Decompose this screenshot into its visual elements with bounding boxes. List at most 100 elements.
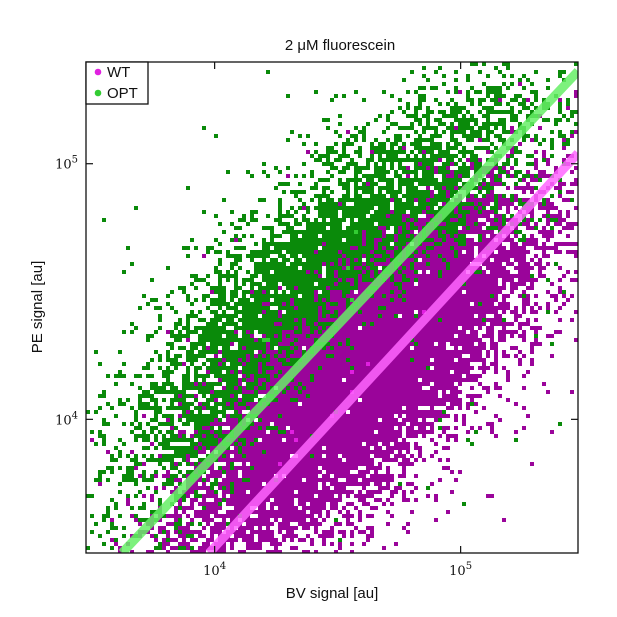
density-cell-opt [322,194,326,198]
density-cell-opt [434,98,438,102]
density-cell-opt [450,134,454,138]
density-cell-opt [382,206,386,210]
density-cell-opt [154,298,158,302]
density-cell-opt [402,126,406,130]
density-cell-opt [302,310,306,314]
density-cell-opt [442,114,446,118]
density-cell-opt [438,206,442,210]
density-cell-opt [170,454,174,458]
density-cell-opt [186,406,190,410]
density-cell-wt [382,334,386,338]
density-cell-opt [486,182,490,186]
density-cell-wt [174,530,178,534]
density-cell-opt [250,358,254,362]
density-cell-opt [110,522,114,526]
density-cell-opt [322,178,326,182]
density-cell-opt [198,446,202,450]
density-cell-opt [398,162,402,166]
density-cell-opt [346,154,350,158]
density-cell-opt [174,454,178,458]
density-cell-opt [130,382,134,386]
density-cell-opt [294,246,298,250]
density-cell-wt [314,530,318,534]
density-cell-opt [266,314,270,318]
density-cell-opt [234,246,238,250]
density-cell-opt [450,178,454,182]
density-cell-opt [426,238,430,242]
density-cell-opt [458,234,462,238]
density-cell-wt [250,426,254,430]
density-cell-opt [414,278,418,282]
density-cell-opt [426,126,430,130]
density-cell-opt [190,414,194,418]
density-cell-opt [306,238,310,242]
density-cell-opt [410,186,414,190]
density-cell-opt [242,398,246,402]
density-cell-opt [310,222,314,226]
density-cell-wt [242,414,246,418]
density-cell-opt [458,218,462,222]
density-cell-opt [214,322,218,326]
density-cell-opt [158,442,162,446]
density-cell-opt [414,106,418,110]
density-cell-opt [498,134,502,138]
density-cell-wt [426,322,430,326]
density-cell-opt [210,414,214,418]
density-cell-opt [382,170,386,174]
density-cell-opt [414,214,418,218]
density-cell-opt [322,290,326,294]
density-cell-opt [226,374,230,378]
density-cell-opt [454,238,458,242]
density-cell-opt [210,482,214,486]
density-cell-opt [262,258,266,262]
density-cell-opt [398,134,402,138]
density-cell-opt [150,454,154,458]
density-cell-opt [362,214,366,218]
density-cell-opt [198,422,202,426]
density-cell-opt [250,318,254,322]
density-cell-opt [438,418,442,422]
density-cell-opt [454,162,458,166]
density-cell-opt [374,218,378,222]
density-cell-wt [490,342,494,346]
density-cell-opt [190,546,194,550]
density-cell-opt [374,230,378,234]
density-cell-wt [310,418,314,422]
density-cell-opt [378,306,382,310]
density-cell-opt [426,158,430,162]
density-cell-opt [134,426,138,430]
density-cell-opt [450,234,454,238]
density-cell-wt [438,294,442,298]
density-cell-opt [354,206,358,210]
density-cell-wt [162,546,166,550]
density-cell-opt [390,162,394,166]
density-cell-opt [230,290,234,294]
density-cell-opt [294,358,298,362]
density-cell-opt [202,394,206,398]
density-cell-opt [346,138,350,142]
density-cell-opt [294,194,298,198]
density-cell-opt [230,482,234,486]
density-cell-wt [346,362,350,366]
density-cell-opt [230,222,234,226]
density-cell-opt [334,314,338,318]
density-cell-opt [430,246,434,250]
density-cell-opt [166,446,170,450]
density-cell-opt [214,442,218,446]
density-cell-opt [482,194,486,198]
density-cell-wt [394,298,398,302]
density-cell-opt [218,338,222,342]
density-cell-opt [222,414,226,418]
density-cell-opt [338,206,342,210]
density-cell-opt [314,310,318,314]
density-cell-opt [306,310,310,314]
density-cell-opt [126,470,130,474]
density-cell-opt [410,150,414,154]
density-cell-opt [382,146,386,150]
density-cell-opt [190,394,194,398]
density-cell-opt [350,206,354,210]
density-cell-opt [158,458,162,462]
density-cell-opt [350,226,354,230]
density-cell-wt [362,414,366,418]
density-cell-wt [342,398,346,402]
